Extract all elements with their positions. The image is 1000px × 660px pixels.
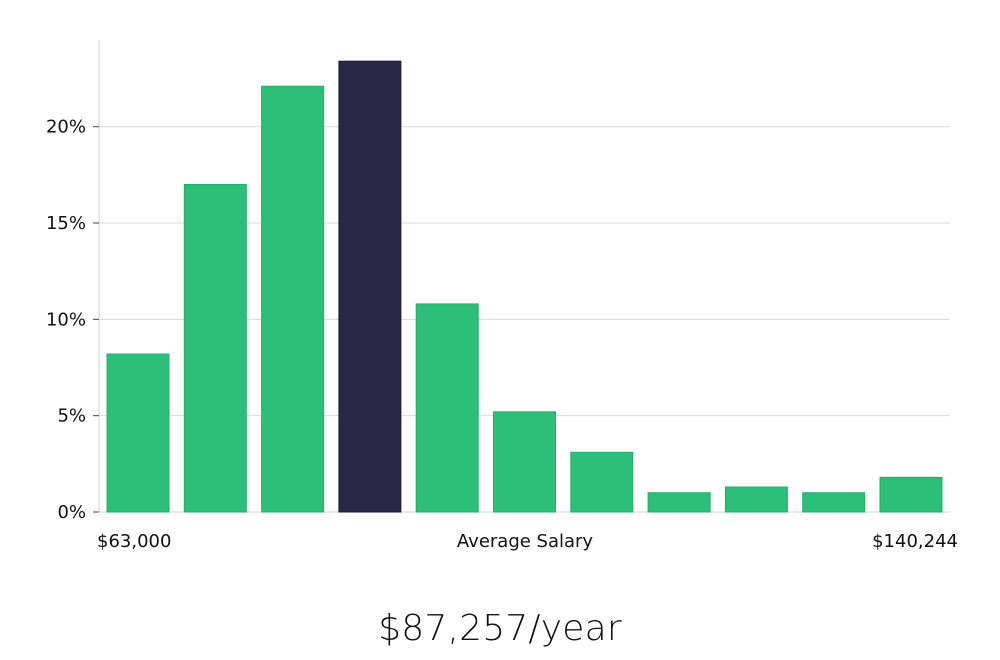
average-salary-headline: $87,257/year <box>378 608 622 649</box>
salary-histogram: 0% 5% 10% 15% 20% $63,000 Average Salary $14… <box>46 40 958 552</box>
bar <box>724 486 788 513</box>
bar <box>802 492 866 513</box>
bar <box>879 476 943 513</box>
y-tick-label: 15% <box>46 213 86 234</box>
x-center-label: Average Salary <box>457 531 594 552</box>
y-tick-label: 20% <box>46 117 86 138</box>
y-tick-label: 0% <box>57 502 86 523</box>
x-min-label: $63,000 <box>97 531 171 552</box>
bar <box>415 303 479 513</box>
bar <box>261 85 325 513</box>
x-max-label: $140,244 <box>872 531 958 552</box>
bars <box>106 60 943 513</box>
bar <box>493 411 556 513</box>
bar <box>570 451 634 513</box>
y-tick-label: 10% <box>46 309 86 330</box>
bar <box>183 184 247 513</box>
y-tick-labels: 0% 5% 10% 15% 20% <box>46 117 99 523</box>
bar <box>106 353 170 513</box>
bar <box>647 492 711 513</box>
bar-highlighted <box>338 60 402 513</box>
y-tick-label: 5% <box>57 406 86 427</box>
